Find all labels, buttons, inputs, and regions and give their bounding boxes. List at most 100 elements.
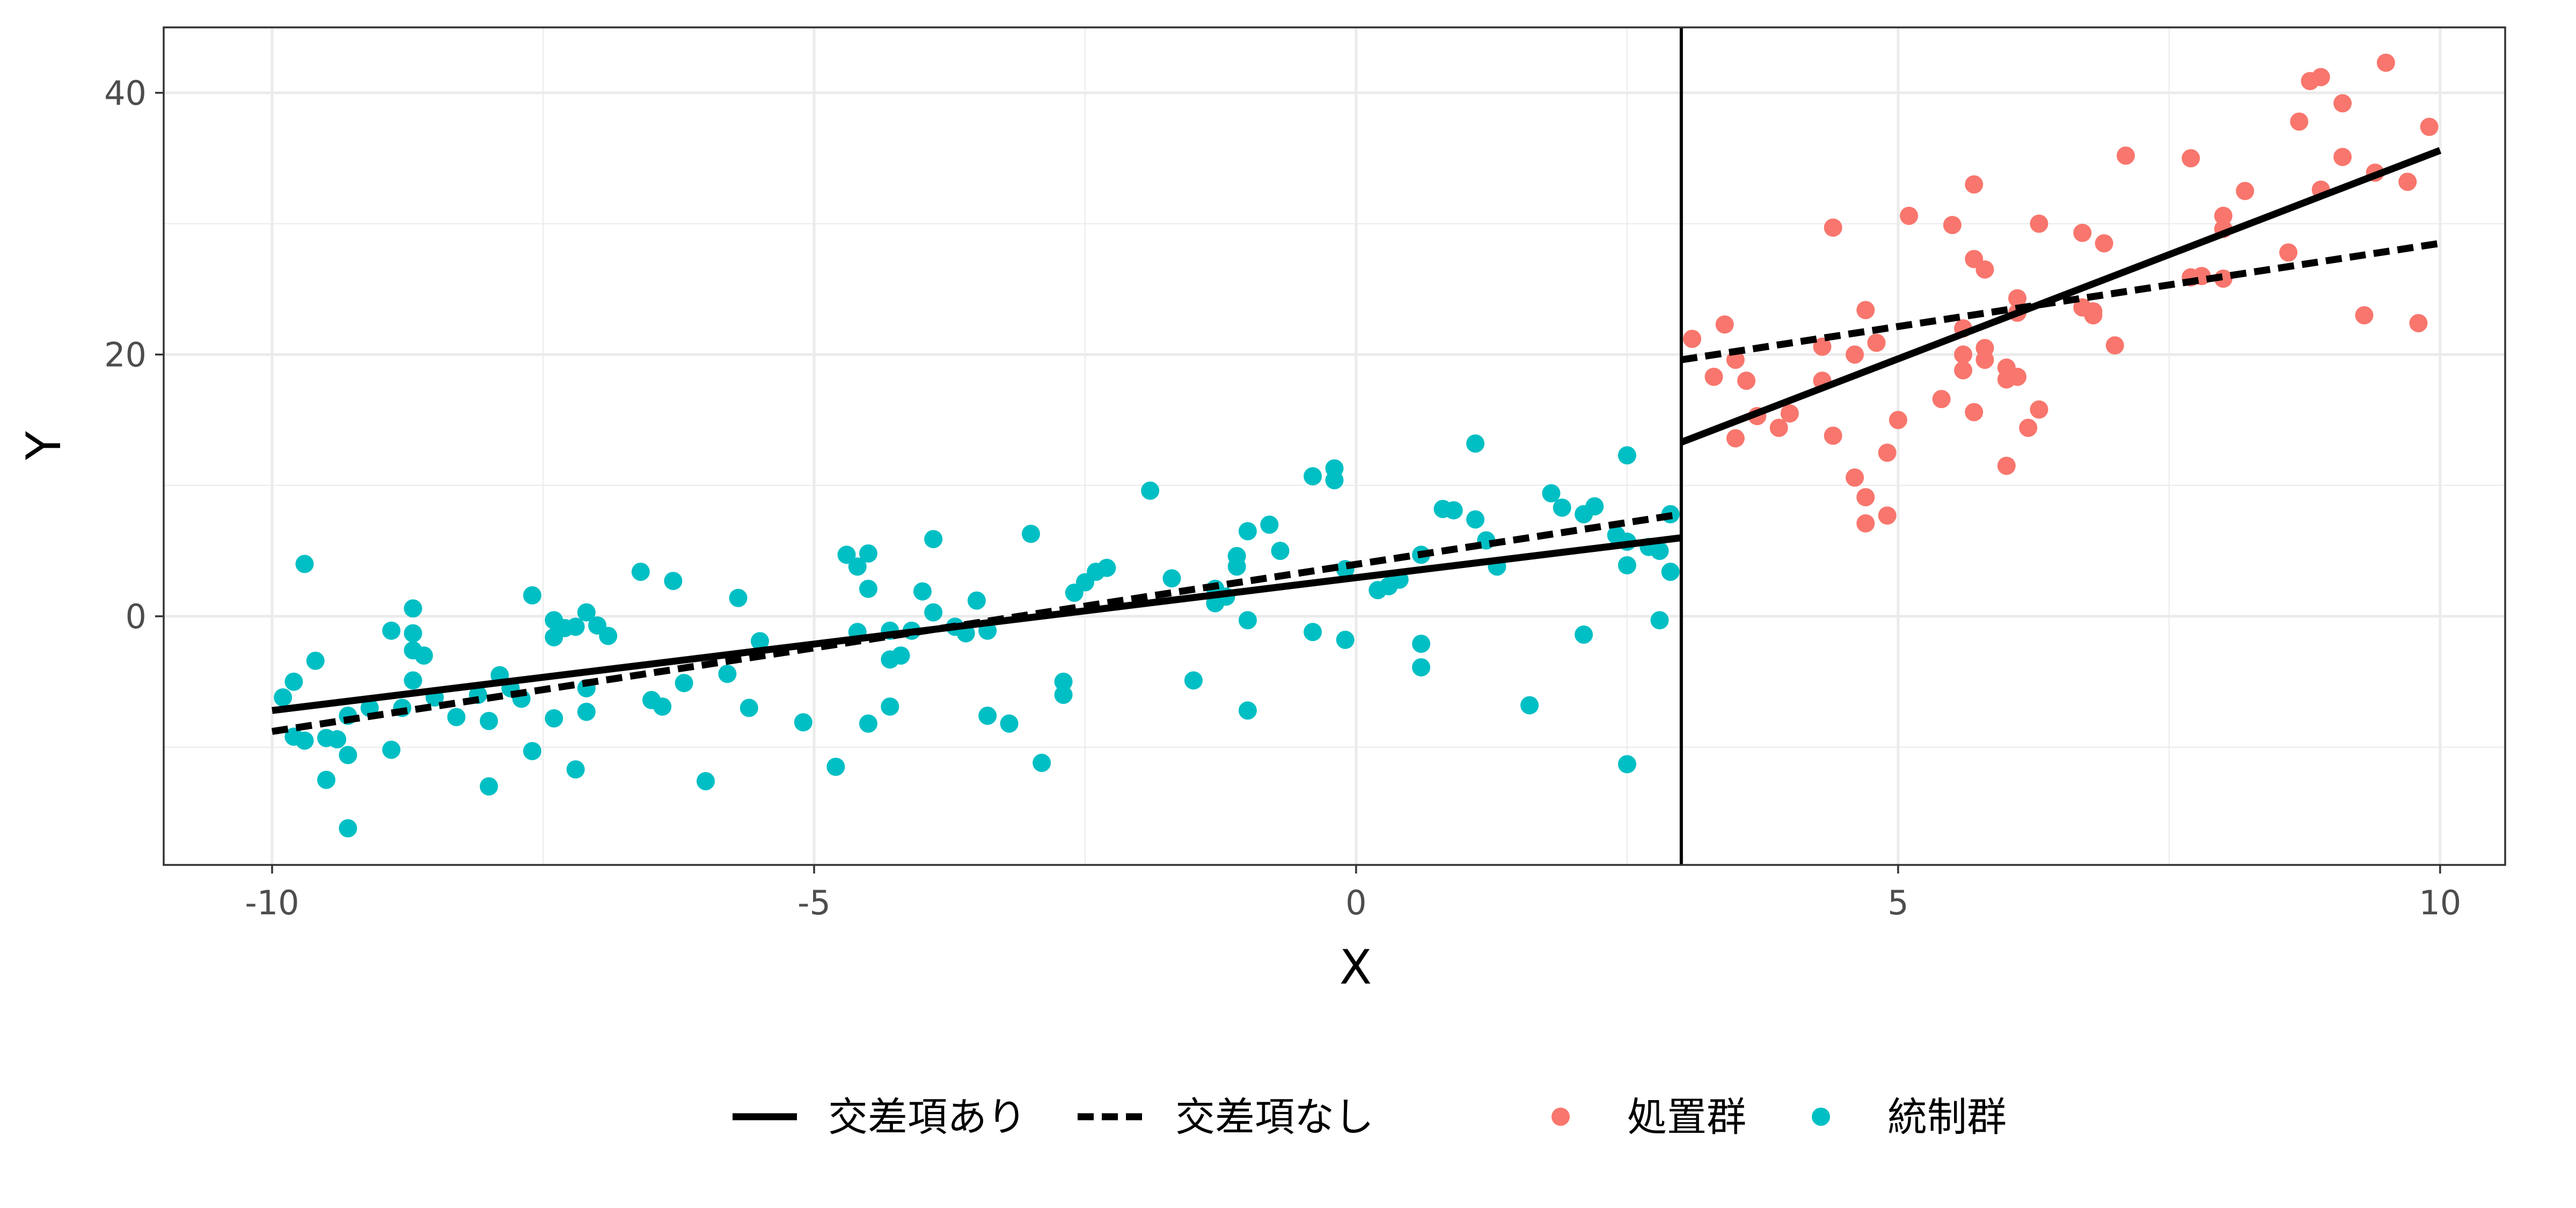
control-point	[1444, 501, 1463, 520]
control-point	[479, 777, 498, 796]
treated-point	[1715, 315, 1734, 334]
treated-point	[2019, 418, 2038, 437]
regression-line-no-interaction	[1680, 239, 2441, 363]
treated-point	[2117, 146, 2135, 165]
control-point	[1054, 686, 1073, 704]
control-point	[1000, 714, 1019, 733]
control-point	[306, 651, 325, 670]
control-point	[1097, 558, 1116, 577]
regression-lines-layer	[272, 147, 2442, 735]
x-axis-ticks: -10 -5 0 5 10	[245, 865, 2461, 922]
plot-panel-border	[163, 26, 2506, 866]
control-point	[1054, 672, 1073, 691]
control-point	[1618, 755, 1636, 774]
y-axis-title: Y	[16, 431, 71, 461]
control-point	[1650, 611, 1669, 630]
treated-point	[2236, 181, 2255, 200]
treated-point	[1975, 339, 1994, 358]
treated-point	[1900, 207, 1919, 225]
control-point	[339, 746, 357, 765]
treated-point	[1943, 216, 1962, 235]
x-tick-label: 10	[2419, 883, 2461, 922]
treated-point	[2398, 172, 2417, 191]
control-point	[924, 530, 943, 549]
x-tick-label: 5	[1887, 883, 1908, 922]
treated-point	[2008, 367, 2027, 386]
control-point	[447, 708, 466, 726]
legend-key-treated-point	[1552, 1108, 1570, 1126]
control-point	[631, 563, 650, 581]
regression-line-interaction	[1680, 147, 2442, 446]
control-point	[664, 572, 683, 591]
treated-point	[2030, 214, 2048, 233]
control-point	[284, 672, 303, 691]
control-point	[404, 599, 422, 618]
treated-point	[2376, 53, 2395, 72]
control-point	[859, 714, 877, 733]
control-point	[1271, 542, 1290, 560]
control-point	[1575, 625, 1593, 644]
treated-point	[1954, 361, 1973, 380]
control-point	[404, 624, 422, 643]
control-point	[1238, 522, 1257, 541]
control-point	[837, 545, 856, 564]
x-tick-label: 0	[1345, 883, 1366, 922]
treated-point	[1824, 426, 1842, 445]
treated-point	[2073, 223, 2092, 242]
x-tick-label: -10	[245, 883, 299, 922]
control-point	[1661, 563, 1680, 581]
y-tick-label: 40	[104, 74, 147, 113]
control-point	[1325, 471, 1344, 490]
control-point	[1021, 525, 1040, 543]
legend-label-control: 統制群	[1887, 1094, 2007, 1140]
control-point	[295, 555, 314, 573]
regression-line-no-interaction	[272, 511, 1682, 735]
control-point	[414, 646, 433, 665]
control-point	[1618, 446, 1636, 465]
treated-point	[1997, 456, 2016, 475]
control-point	[859, 579, 877, 598]
control-point	[653, 697, 672, 716]
control-point	[1141, 481, 1160, 500]
treated-point	[1780, 404, 1799, 423]
treated-point	[1846, 345, 1864, 364]
control-point	[545, 709, 564, 727]
control-point	[1033, 753, 1051, 772]
control-point	[382, 740, 401, 759]
control-point	[599, 627, 618, 645]
control-point	[924, 603, 943, 622]
points-layer	[274, 53, 2439, 838]
control-point	[891, 646, 910, 665]
control-point	[913, 582, 932, 601]
control-point	[1520, 696, 1539, 715]
control-point	[848, 557, 867, 576]
y-tick-label: 0	[126, 597, 147, 636]
treated-point	[2182, 149, 2200, 168]
control-point	[1618, 556, 1636, 574]
control-point	[1227, 547, 1246, 565]
control-point	[566, 617, 585, 636]
control-point	[794, 713, 813, 732]
control-point	[274, 688, 292, 707]
control-point	[1238, 701, 1257, 720]
treated-point	[2214, 207, 2233, 225]
treated-point	[1813, 337, 1832, 356]
control-point	[696, 772, 715, 790]
control-point	[1238, 611, 1257, 630]
treated-point	[2355, 306, 2374, 325]
control-point	[1304, 623, 1322, 642]
control-point	[1466, 510, 1485, 529]
control-point	[566, 760, 585, 779]
treated-point	[2409, 314, 2428, 332]
treated-point	[1856, 301, 1875, 319]
treated-point	[1975, 260, 1994, 279]
control-point	[1336, 630, 1355, 649]
treated-point	[2333, 148, 2352, 166]
legend-label-treated: 処置群	[1627, 1094, 1746, 1140]
control-point	[978, 707, 997, 725]
treated-point	[1889, 411, 1907, 430]
treated-point	[1965, 175, 1984, 194]
treated-point	[2279, 243, 2298, 262]
treated-point	[1704, 367, 1723, 386]
